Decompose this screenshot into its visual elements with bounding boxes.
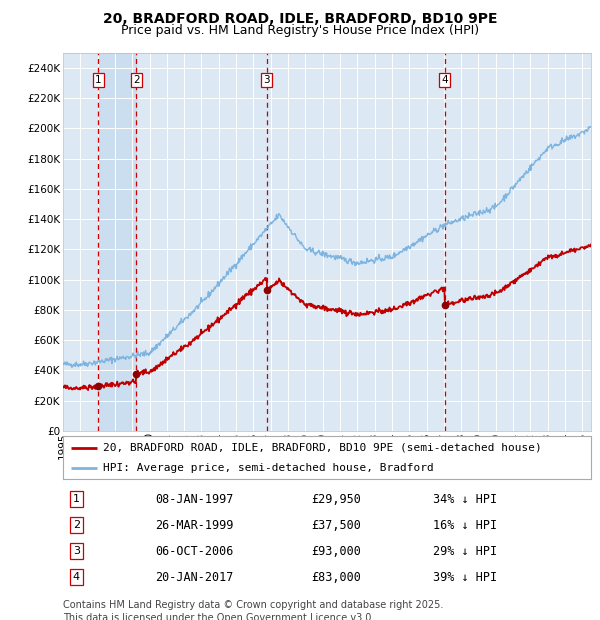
Text: 26-MAR-1999: 26-MAR-1999 bbox=[155, 519, 234, 532]
Bar bbox=[98, 53, 136, 431]
Text: 39% ↓ HPI: 39% ↓ HPI bbox=[433, 570, 497, 583]
Text: £93,000: £93,000 bbox=[311, 545, 361, 558]
Text: £83,000: £83,000 bbox=[311, 570, 361, 583]
Text: 08-JAN-1997: 08-JAN-1997 bbox=[155, 493, 234, 506]
Text: 2: 2 bbox=[73, 520, 80, 530]
Text: Price paid vs. HM Land Registry's House Price Index (HPI): Price paid vs. HM Land Registry's House … bbox=[121, 24, 479, 37]
Text: 2: 2 bbox=[133, 75, 140, 85]
Text: 20-JAN-2017: 20-JAN-2017 bbox=[155, 570, 234, 583]
Text: 20, BRADFORD ROAD, IDLE, BRADFORD, BD10 9PE: 20, BRADFORD ROAD, IDLE, BRADFORD, BD10 … bbox=[103, 12, 497, 27]
Text: £37,500: £37,500 bbox=[311, 519, 361, 532]
Text: 1: 1 bbox=[73, 494, 80, 504]
Text: 4: 4 bbox=[442, 75, 448, 85]
Text: 34% ↓ HPI: 34% ↓ HPI bbox=[433, 493, 497, 506]
Text: Contains HM Land Registry data © Crown copyright and database right 2025.
This d: Contains HM Land Registry data © Crown c… bbox=[63, 600, 443, 620]
Text: 3: 3 bbox=[73, 546, 80, 556]
Text: 06-OCT-2006: 06-OCT-2006 bbox=[155, 545, 234, 558]
Text: HPI: Average price, semi-detached house, Bradford: HPI: Average price, semi-detached house,… bbox=[103, 463, 433, 473]
Text: 3: 3 bbox=[263, 75, 270, 85]
Text: 16% ↓ HPI: 16% ↓ HPI bbox=[433, 519, 497, 532]
Text: 20, BRADFORD ROAD, IDLE, BRADFORD, BD10 9PE (semi-detached house): 20, BRADFORD ROAD, IDLE, BRADFORD, BD10 … bbox=[103, 443, 541, 453]
Text: £29,950: £29,950 bbox=[311, 493, 361, 506]
Text: 1: 1 bbox=[95, 75, 101, 85]
Text: 29% ↓ HPI: 29% ↓ HPI bbox=[433, 545, 497, 558]
Text: 4: 4 bbox=[73, 572, 80, 582]
